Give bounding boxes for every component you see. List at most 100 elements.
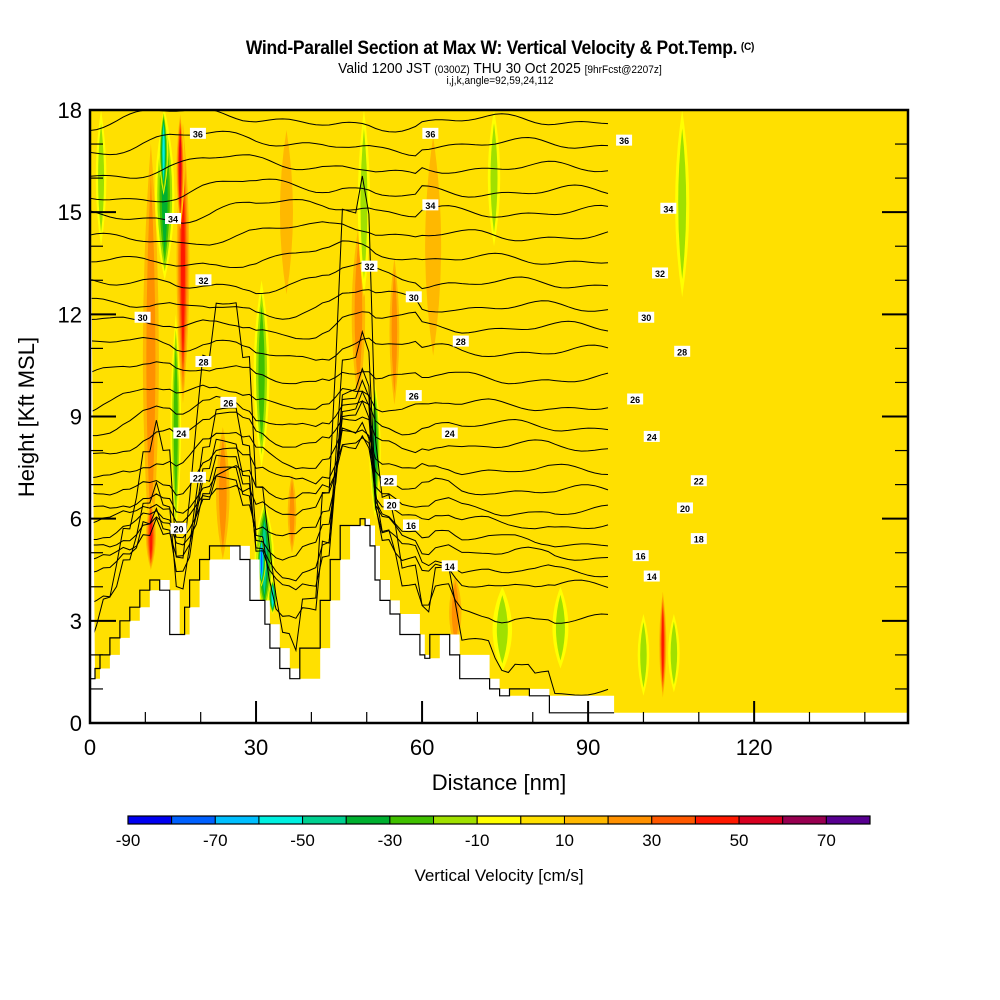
colorbar-segment bbox=[214, 815, 260, 825]
contour-label-text: 20 bbox=[680, 504, 690, 514]
contour-label: 20 bbox=[170, 522, 187, 534]
theta-contour-line bbox=[90, 289, 609, 320]
contour-label: 36 bbox=[422, 127, 439, 139]
contour-label: 26 bbox=[405, 390, 422, 402]
contour-label-bg bbox=[422, 199, 439, 211]
velocity-plume bbox=[661, 606, 664, 683]
theta-contour-line bbox=[90, 429, 609, 479]
contour-label-bg bbox=[660, 202, 677, 214]
contour-label: 20 bbox=[383, 499, 400, 511]
x-tick-label: 0 bbox=[84, 735, 96, 760]
theta-contour-line bbox=[90, 178, 609, 203]
contour-label-text: 36 bbox=[193, 129, 203, 139]
theta-contour-line bbox=[90, 240, 609, 269]
contour-label-bg bbox=[405, 390, 422, 402]
theta-contour-line bbox=[90, 390, 609, 561]
contour-label-bg bbox=[195, 356, 212, 368]
contour-label: 22 bbox=[690, 475, 707, 487]
x-axis: 0 30 60 90 120 bbox=[84, 701, 866, 760]
contour-label-text: 20 bbox=[387, 501, 397, 511]
contour-label-bg bbox=[643, 570, 660, 582]
contour-label-bg bbox=[195, 274, 212, 286]
contour-label-text: 28 bbox=[198, 358, 208, 368]
theta-contour-line bbox=[90, 395, 609, 437]
contour-label: 28 bbox=[195, 356, 212, 368]
contour-label: 32 bbox=[195, 274, 212, 286]
contour-label-bg bbox=[690, 533, 707, 545]
colorbar-tick-label: -30 bbox=[378, 831, 403, 850]
contour-label: 22 bbox=[189, 471, 206, 483]
contour-label: 30 bbox=[405, 291, 422, 303]
colorbar-segment bbox=[171, 815, 216, 825]
theta-contour-line bbox=[90, 110, 609, 133]
colorbar-tick-label: -90 bbox=[116, 831, 141, 850]
contour-label-text: 32 bbox=[198, 276, 208, 286]
contour-label-bg bbox=[643, 430, 660, 442]
contour-label-text: 34 bbox=[425, 201, 435, 211]
contour-label-text: 32 bbox=[364, 262, 374, 272]
x-tick-label: 120 bbox=[736, 735, 773, 760]
colorbar-frame bbox=[127, 815, 871, 825]
colorbar-segment bbox=[476, 815, 522, 825]
colorbar-segment bbox=[433, 815, 478, 825]
velocity-plume bbox=[179, 131, 182, 208]
contour-label: 28 bbox=[674, 345, 691, 357]
contour-label-text: 14 bbox=[445, 562, 455, 572]
theta-contour-line bbox=[90, 367, 609, 591]
colorbar-segment bbox=[520, 815, 565, 825]
contour-label-text: 34 bbox=[663, 204, 673, 214]
contour-label: 18 bbox=[690, 533, 707, 545]
contour-label: 16 bbox=[403, 519, 420, 531]
colorbar-segment bbox=[651, 815, 696, 825]
colorbar-tick-label: -50 bbox=[290, 831, 315, 850]
contour-label-text: 18 bbox=[694, 535, 704, 545]
colorbar-tick-label: 10 bbox=[555, 831, 574, 850]
theta-contour-line bbox=[90, 221, 609, 246]
contour-label-text: 26 bbox=[409, 392, 419, 402]
theta-contour-line bbox=[90, 311, 609, 340]
contour-label: 30 bbox=[134, 311, 151, 323]
velocity-plume bbox=[739, 399, 758, 710]
contour-label-bg bbox=[616, 134, 633, 146]
y-tick-label: 15 bbox=[58, 200, 82, 225]
velocity-plume bbox=[678, 128, 687, 279]
contour-label-text: 28 bbox=[677, 347, 687, 357]
contour-label-bg bbox=[165, 212, 182, 224]
contour-label: 34 bbox=[165, 212, 182, 224]
colorbar-tick-label: -70 bbox=[203, 831, 228, 850]
y-tick-label: 0 bbox=[70, 711, 82, 736]
contour-label: 34 bbox=[660, 202, 677, 214]
theta-contour-line bbox=[90, 154, 609, 179]
contour-label-bg bbox=[638, 311, 655, 323]
colorbar-segment bbox=[345, 815, 391, 825]
theta-contour-line bbox=[90, 384, 609, 413]
contour-label-text: 36 bbox=[619, 136, 629, 146]
colorbar-segment bbox=[563, 815, 609, 825]
forecast-info: [9hrFcst@2207z] bbox=[584, 64, 662, 76]
colorbar-tick-label: -10 bbox=[465, 831, 490, 850]
velocity-plume bbox=[146, 176, 156, 534]
contour-label-text: 30 bbox=[409, 293, 419, 303]
contour-label: 32 bbox=[361, 260, 378, 272]
velocity-plume bbox=[360, 128, 368, 279]
colorbar-segment bbox=[389, 815, 435, 825]
x-tick-label: 30 bbox=[244, 735, 268, 760]
velocity-plume bbox=[555, 594, 565, 661]
colorbar-segment bbox=[782, 815, 827, 825]
chart-subtitle: Valid 1200 JST (0300Z) THU 30 Oct 2025 [… bbox=[40, 60, 960, 77]
contour-label-text: 22 bbox=[694, 477, 704, 487]
contour-label-text: 24 bbox=[647, 432, 657, 442]
contour-label-text: 22 bbox=[193, 473, 203, 483]
colorbar-tick-label: 50 bbox=[730, 831, 749, 850]
contour-label-bg bbox=[676, 502, 693, 514]
contour-label-bg bbox=[189, 127, 206, 139]
y-tick-label: 12 bbox=[58, 302, 82, 327]
y-tick-label: 3 bbox=[70, 609, 82, 634]
contour-label-text: 24 bbox=[176, 429, 186, 439]
contour-label-text: 20 bbox=[174, 524, 184, 534]
theta-contour-line bbox=[90, 86, 608, 108]
theta-contour-line bbox=[90, 379, 609, 582]
contour-label-bg bbox=[632, 550, 649, 562]
air-region bbox=[90, 86, 908, 713]
contour-label-bg bbox=[652, 267, 669, 279]
